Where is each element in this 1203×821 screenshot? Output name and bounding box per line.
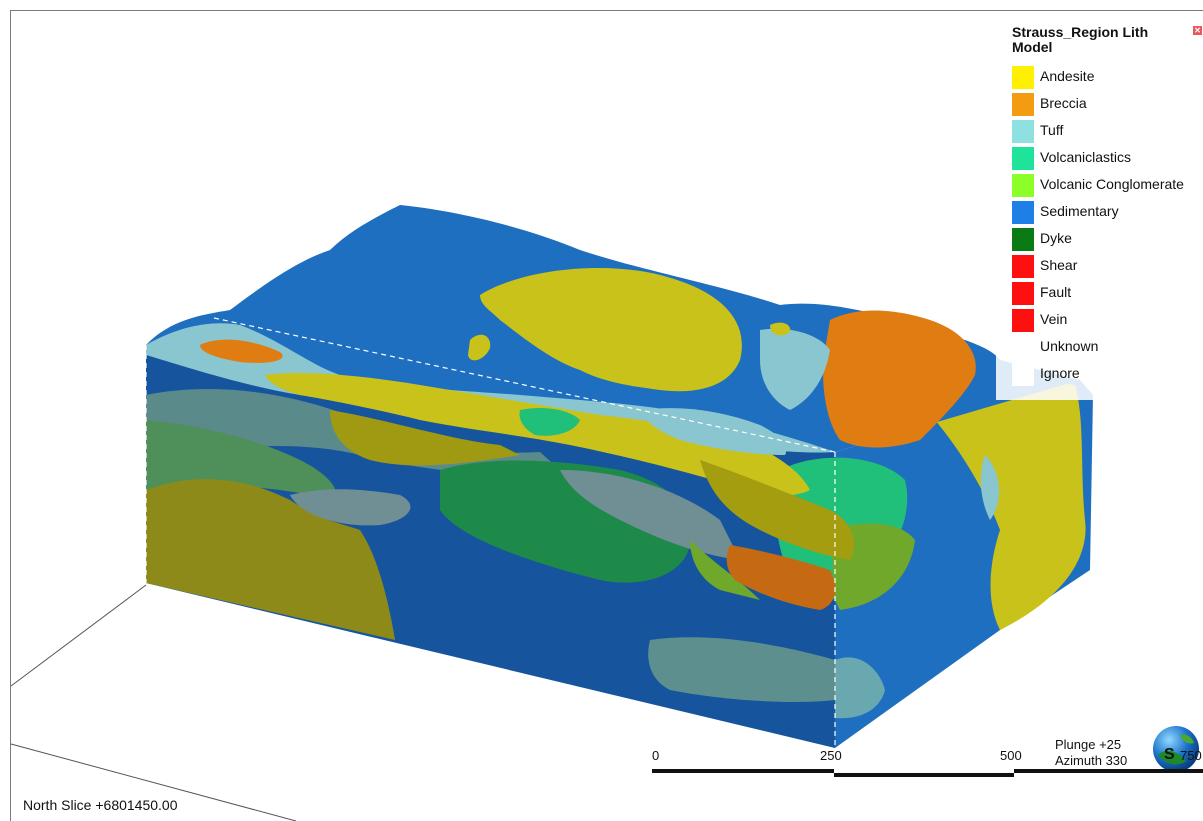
legend-label: Volcanic Conglomerate — [1040, 176, 1184, 192]
orientation-readout: Plunge +25 Azimuth 330 — [1055, 737, 1127, 769]
legend-label: Volcaniclastics — [1040, 149, 1132, 165]
legend-item: Shear — [1012, 254, 1203, 281]
legend-label: Shear — [1040, 257, 1078, 273]
legend-label: Sedimentary — [1040, 203, 1119, 219]
legend-swatch — [1012, 336, 1034, 359]
legend-item: Breccia — [1012, 92, 1203, 119]
legend-swatch — [1012, 309, 1034, 332]
legend-label: Ignore — [1040, 365, 1080, 381]
legend-swatch — [1012, 201, 1034, 224]
top-surface — [146, 205, 1080, 610]
legend-item: Andesite — [1012, 65, 1203, 92]
legend-swatch — [1012, 66, 1034, 89]
scale-segment — [1014, 769, 1203, 773]
legend-item: Volcaniclastics — [1012, 146, 1203, 173]
scale-segment — [652, 769, 834, 773]
legend-item: Tuff — [1012, 119, 1203, 146]
svg-text:S: S — [1164, 746, 1175, 763]
scale-segment — [834, 773, 1014, 777]
legend-label: Tuff — [1040, 122, 1064, 138]
legend-swatch — [1012, 93, 1034, 116]
plunge-readout: Plunge +25 — [1055, 737, 1122, 752]
ground-grid — [10, 584, 297, 821]
legend-label: Fault — [1040, 284, 1072, 300]
legend-swatch — [1012, 282, 1034, 305]
legend-swatch — [1012, 120, 1034, 143]
legend-swatch — [1012, 174, 1034, 197]
legend-swatch — [1012, 228, 1034, 251]
legend-item: Dyke — [1012, 227, 1203, 254]
slice-readout: North Slice +6801450.00 — [23, 797, 178, 813]
legend-item: Unknown — [1012, 335, 1203, 362]
legend-label: Unknown — [1040, 338, 1099, 354]
azimuth-readout: Azimuth 330 — [1055, 753, 1128, 768]
legend-swatch — [1012, 363, 1034, 386]
scale-tick-label: 0 — [652, 748, 660, 763]
scale-bar: 0 250 500 750 — [650, 748, 1203, 808]
legend-swatch — [1012, 147, 1034, 170]
front-face — [146, 345, 835, 748]
legend-label: Vein — [1040, 311, 1068, 327]
legend-item: Ignore — [1012, 362, 1203, 389]
compass-globe-icon[interactable]: S — [1152, 725, 1200, 773]
legend-label: Andesite — [1040, 68, 1095, 84]
legend-panel: Strauss_Region Lith Model ✕ Andesite Brec… — [996, 24, 1203, 400]
scale-tick-label: 250 — [820, 748, 842, 763]
legend-item: Vein — [1012, 308, 1203, 335]
legend-swatch — [1012, 255, 1034, 278]
legend-item: Fault — [1012, 281, 1203, 308]
legend-label: Breccia — [1040, 95, 1087, 111]
scale-tick-label: 500 — [1000, 748, 1022, 763]
legend-items: Andesite Breccia Tuff Volcaniclastics Volcan… — [1012, 65, 1203, 389]
legend-item: Volcanic Conglomerate — [1012, 173, 1203, 200]
legend-title: Strauss_Region Lith Model — [1012, 24, 1149, 55]
scale-tick-label: 750 — [1180, 748, 1202, 763]
close-icon[interactable]: ✕ — [1193, 26, 1202, 35]
legend-item: Sedimentary — [1012, 200, 1203, 227]
legend-label: Dyke — [1040, 230, 1072, 246]
slice-outline — [145, 317, 836, 748]
